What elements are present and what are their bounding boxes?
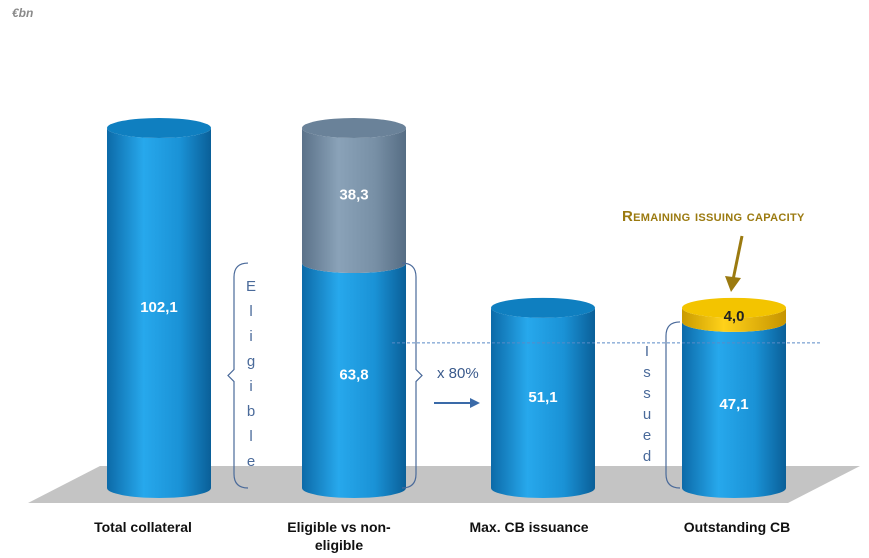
eligible-bracket-right bbox=[401, 262, 423, 489]
vertical-letter: s bbox=[643, 385, 651, 402]
category-label-max-cb: Max. CB issuance bbox=[469, 519, 589, 535]
bar-outstanding-cb-series-2 bbox=[682, 297, 786, 332]
remaining-capacity-annotation: Remaining issuing capacity bbox=[622, 208, 805, 225]
data-label-max-cb-series-0: 51,1 bbox=[528, 389, 557, 406]
vertical-letter: I bbox=[644, 343, 650, 360]
data-label-eligible-series-0: 63,8 bbox=[339, 366, 368, 383]
bar-eligible-series-1 bbox=[302, 118, 406, 274]
capacity-arrow-head bbox=[725, 276, 741, 292]
vertical-letter: l bbox=[249, 303, 253, 320]
vertical-letter: i bbox=[249, 328, 253, 345]
vertical-letter: i bbox=[249, 378, 253, 395]
eligible-bracket-left bbox=[227, 262, 249, 489]
category-label-total-collateral: Total collateral bbox=[94, 519, 192, 535]
vertical-letter: d bbox=[642, 448, 652, 465]
guides-group bbox=[227, 235, 822, 489]
chart-floor bbox=[28, 466, 860, 503]
bar-total-collateral-series-0 bbox=[107, 118, 211, 498]
vertical-letter: l bbox=[249, 428, 253, 445]
data-labels-group: 102,1 63,8 38,3 51,1 47,1 4,0 bbox=[140, 186, 748, 412]
capacity-arrow-shaft bbox=[731, 235, 744, 281]
vertical-letter: u bbox=[642, 406, 652, 423]
data-label-outstanding-cb-series-0: 47,1 bbox=[719, 396, 748, 413]
vertical-letter: b bbox=[246, 403, 256, 420]
bar-eligible-series-0 bbox=[302, 263, 406, 498]
category-label-eligible: Eligible vs non-eligible bbox=[287, 519, 391, 553]
data-label-outstanding-cb-series-2: 4,0 bbox=[724, 308, 745, 325]
bar-outstanding-cb-series-0 bbox=[682, 321, 786, 498]
unit-label: €bn bbox=[12, 6, 34, 20]
category-label-outstanding-cb: Outstanding CB bbox=[683, 519, 791, 535]
multiplier-annotation: x 80% bbox=[437, 365, 479, 382]
vertical-letter: s bbox=[643, 364, 651, 381]
data-label-eligible-series-1: 38,3 bbox=[339, 186, 368, 203]
vertical-letter: e bbox=[246, 453, 256, 470]
data-label-total-collateral-series-0: 102,1 bbox=[140, 299, 178, 316]
vertical-letter: E bbox=[245, 278, 256, 295]
issued-bracket bbox=[665, 321, 681, 489]
vertical-letter: g bbox=[246, 353, 256, 370]
multiplier-arrow-head bbox=[470, 398, 480, 408]
bars-group bbox=[107, 118, 786, 498]
vertical-letter: e bbox=[642, 427, 652, 444]
bar-max-cb-series-0 bbox=[491, 297, 595, 498]
